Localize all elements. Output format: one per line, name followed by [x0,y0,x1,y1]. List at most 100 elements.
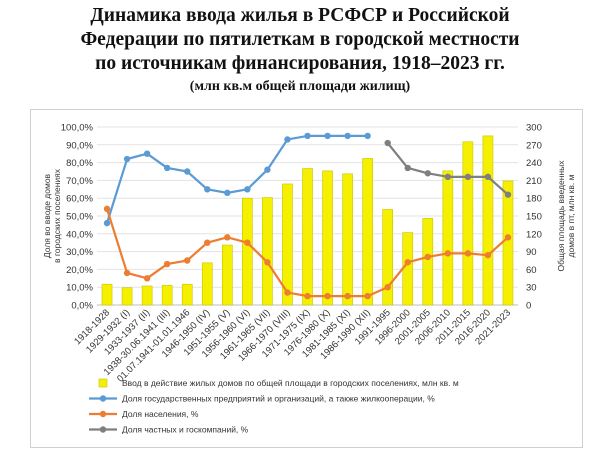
bar [101,283,113,306]
series-point [464,173,472,181]
title-line-3: по источникам финансирования, 1918–2023 … [95,53,505,74]
series-point [344,292,351,300]
series-point [224,189,231,197]
series-point [424,253,431,261]
bar [502,180,514,306]
legend-swatch [98,378,108,388]
series-point [244,186,251,193]
bar [282,183,293,306]
y-tick-label: 50,0% [66,212,93,223]
bar [362,158,373,306]
y-tick-label: 10,0% [66,283,93,294]
legend-label: Доля государственных предприятий и орган… [122,394,435,404]
series-point [504,191,512,198]
series-point [504,234,512,241]
series-point [324,292,331,300]
series-point [143,150,151,157]
y2-tick-label: 180 [526,194,542,205]
bar [322,170,333,306]
bar [121,287,133,306]
y2-tick-label: 270 [526,140,542,151]
y2-tick-label: 210 [526,176,542,187]
y2-tick-label: 0 [526,301,531,312]
series-point [224,234,231,241]
series-point [364,292,371,300]
bar [302,168,313,306]
y-tick-label: 90,0% [66,140,93,151]
y2-tick-label: 150 [526,212,542,223]
series-point [444,250,452,257]
series-point [264,166,271,173]
series-point [404,164,411,172]
series-point [244,239,251,246]
series-point [184,168,191,175]
bar [402,232,414,306]
legend-marker [99,426,107,433]
chart-subtitle: (млн кв.м общей площади жилищ) [189,79,411,94]
y-tick-label: 40,0% [66,229,93,240]
y2-tick-label: 120 [526,229,542,240]
bar [442,170,454,306]
bar [382,209,394,306]
y2-tick-label: 300 [526,123,542,134]
series-point [364,132,371,140]
legend-marker [99,410,107,418]
series-point [304,292,311,300]
series-point [284,289,291,296]
y-axis-label-line-2: в городских поселениях [52,168,62,263]
y-tick-label: 30,0% [66,247,93,258]
title-line-2: Федерации по пятилеткам в городской мест… [80,29,520,50]
bar [201,262,213,306]
legend-label: Ввод в действие жилых домов по общей пло… [122,378,459,388]
series-point [204,239,211,246]
series-line [105,134,368,224]
bar [342,173,353,306]
chart-title: Динамика ввода жилья в РСФСР и Российско… [0,4,600,76]
y-tick-label: 0,0% [71,301,93,312]
bar [462,141,474,306]
legend-marker [99,395,107,402]
bar [181,283,193,306]
series-point [304,132,311,140]
y2-tick-label: 240 [526,158,542,169]
series-point [103,219,111,227]
legend-label: Доля населения, % [122,409,199,419]
y-tick-label: 70,0% [66,176,93,187]
series-point [484,173,492,181]
series-point [384,139,391,147]
y-tick-label: 20,0% [66,265,93,276]
series-point [264,259,271,266]
title-line-1: Динамика ввода жилья в РСФСР и Российско… [90,5,510,26]
bar [482,135,494,306]
y2-axis-label-line-2: домов в пт, млн кв. м [566,174,576,257]
bar [141,285,153,306]
y-tick-label: 100,0% [61,123,94,134]
series-point [464,250,472,257]
series-point [123,269,131,277]
series-point [344,132,351,140]
y2-tick-label: 30 [526,283,537,294]
series-point [384,284,391,291]
series-point [143,275,151,282]
legend-label: Доля частных и госкомпаний, % [122,425,249,435]
bar [161,285,173,306]
series-point [424,170,431,177]
series-point [404,259,411,266]
series-point [484,251,492,259]
series-point [444,173,452,181]
series-point [204,186,211,193]
series-point [163,164,171,172]
y-tick-label: 80,0% [66,158,93,169]
series-point [123,155,131,163]
bar [221,244,233,306]
series-point [103,205,111,213]
bar [262,197,273,306]
series-point [184,257,191,264]
series-point [284,136,291,143]
y2-axis-label-line-1: Общая площадь введенных [556,160,566,272]
series-point [163,260,171,268]
bar [422,218,434,306]
y-tick-label: 60,0% [66,194,93,205]
y-axis-label-line-1: Доля во вводе домов [42,173,52,258]
